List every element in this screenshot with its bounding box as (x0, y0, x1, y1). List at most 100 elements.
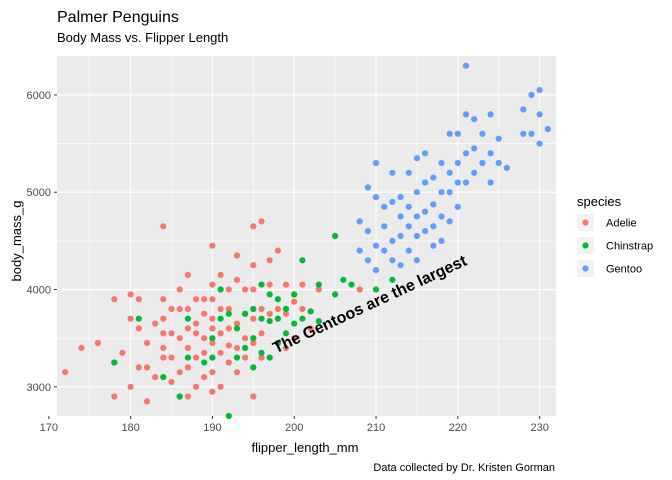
data-point (282, 310, 290, 317)
data-point (454, 179, 461, 186)
x-tick-label: 180 (121, 422, 139, 434)
x-tick-label: 230 (530, 422, 548, 434)
data-point (250, 286, 257, 293)
data-point (389, 169, 396, 176)
data-point (217, 286, 224, 293)
data-point (266, 318, 273, 325)
data-point (536, 87, 543, 94)
data-point (233, 325, 241, 332)
data-point (536, 111, 543, 118)
data-point (250, 339, 257, 347)
data-point (430, 223, 437, 230)
chart-title: Palmer Penguins (57, 9, 179, 26)
data-point (454, 203, 461, 210)
data-point (282, 330, 290, 337)
data-point (160, 223, 167, 230)
data-point (282, 344, 290, 351)
x-tick-label: 220 (449, 422, 467, 434)
data-point (413, 189, 420, 196)
data-point (274, 315, 281, 322)
data-point (225, 342, 232, 349)
data-point (193, 330, 200, 337)
data-point (487, 150, 494, 157)
data-point (250, 315, 257, 322)
data-point (266, 257, 273, 264)
data-point (282, 281, 290, 288)
legend-title: species (577, 194, 622, 209)
chart-subtitle: Body Mass vs. Flipper Length (57, 30, 228, 45)
data-point (430, 201, 437, 208)
data-point (422, 208, 429, 215)
data-point (291, 320, 298, 327)
data-point (184, 364, 191, 371)
data-point (233, 344, 241, 351)
data-point (462, 62, 470, 69)
data-point (520, 130, 527, 137)
series-chinstrap (111, 232, 396, 420)
data-point (479, 130, 486, 137)
data-point (176, 305, 183, 313)
data-point (111, 393, 118, 400)
data-point (242, 310, 249, 317)
data-point (332, 232, 339, 240)
data-point (471, 116, 478, 123)
data-point (471, 169, 478, 176)
data-point (315, 281, 322, 288)
data-point (381, 223, 388, 230)
data-point (266, 354, 273, 361)
data-point (389, 237, 396, 244)
data-point (495, 159, 502, 167)
data-point (217, 305, 224, 313)
data-point (127, 315, 134, 322)
x-axis-ticks: 170 180 190 200 210 220 230 (40, 416, 549, 434)
data-point (225, 305, 232, 313)
data-point (193, 354, 200, 361)
series-gentoo (356, 62, 551, 274)
data-point (209, 339, 216, 347)
data-point (184, 354, 191, 361)
data-point (413, 155, 420, 162)
data-point (340, 276, 347, 283)
data-point (152, 374, 159, 381)
data-point (397, 262, 404, 269)
data-point (446, 189, 453, 196)
data-point (438, 213, 445, 220)
data-point (422, 179, 429, 186)
data-point (258, 354, 265, 361)
data-point (119, 349, 126, 356)
data-point (397, 213, 404, 220)
data-point (193, 383, 200, 390)
data-point (168, 305, 175, 313)
data-point (135, 315, 142, 322)
data-point (332, 291, 339, 298)
data-point (381, 247, 388, 254)
data-point (438, 189, 445, 196)
data-point (160, 315, 167, 322)
data-point (217, 271, 224, 278)
data-point (413, 257, 420, 264)
y-tick-label: 5000 (27, 187, 51, 199)
data-point (143, 364, 151, 371)
data-point (242, 286, 249, 293)
data-point (127, 291, 134, 298)
data-point (250, 364, 257, 371)
x-tick-label: 190 (203, 422, 221, 434)
data-point (356, 247, 363, 254)
data-point (201, 374, 208, 381)
data-point (201, 359, 208, 366)
x-tick-label: 210 (367, 422, 385, 434)
data-point (520, 106, 527, 113)
data-point (209, 335, 216, 342)
data-point (274, 296, 281, 303)
data-point (495, 135, 502, 142)
data-point (315, 286, 322, 293)
data-point (266, 281, 273, 288)
data-point (217, 349, 224, 356)
data-point (364, 228, 371, 235)
legend-marker (582, 242, 589, 249)
data-point (299, 315, 306, 322)
data-point (389, 257, 396, 264)
major-gridlines (48, 56, 556, 416)
data-point (62, 369, 69, 376)
data-point (258, 281, 265, 288)
